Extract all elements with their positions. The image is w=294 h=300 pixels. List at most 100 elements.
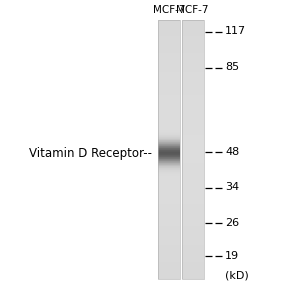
Bar — [158, 58, 180, 59]
Bar — [158, 185, 180, 186]
Bar — [158, 121, 180, 122]
Bar — [158, 102, 180, 103]
Bar — [158, 146, 180, 147]
Bar — [182, 147, 203, 148]
Bar — [182, 228, 203, 229]
Bar — [182, 165, 203, 166]
Bar — [182, 50, 203, 51]
Bar — [182, 151, 203, 152]
Bar — [182, 124, 203, 125]
Bar — [182, 192, 203, 193]
Bar — [182, 134, 203, 135]
Bar — [158, 208, 180, 209]
Bar — [182, 212, 203, 213]
Bar — [182, 274, 203, 275]
Bar — [182, 90, 203, 91]
Bar — [182, 83, 203, 84]
Bar — [158, 152, 180, 153]
Bar — [182, 161, 203, 162]
Bar — [158, 226, 180, 227]
Bar — [182, 251, 203, 252]
Bar — [158, 32, 180, 33]
Bar — [158, 25, 180, 26]
Bar — [182, 123, 203, 124]
Bar — [158, 219, 180, 220]
Bar — [182, 174, 203, 175]
Bar — [182, 49, 203, 50]
Bar — [158, 51, 180, 52]
Bar — [158, 155, 180, 156]
Bar — [158, 203, 180, 204]
Bar — [158, 71, 180, 72]
Bar — [182, 270, 203, 271]
Bar — [182, 33, 203, 34]
Bar — [182, 46, 203, 47]
Bar — [158, 211, 180, 212]
Bar — [182, 258, 203, 259]
Bar — [158, 132, 180, 133]
Bar — [182, 216, 203, 217]
Bar — [182, 114, 203, 115]
Text: (kD): (kD) — [225, 270, 249, 280]
Bar — [158, 167, 180, 168]
Bar — [158, 227, 180, 228]
Bar — [182, 67, 203, 68]
Bar — [158, 165, 180, 166]
Bar — [158, 82, 180, 83]
Bar — [158, 193, 180, 194]
Bar — [182, 263, 203, 264]
Bar — [158, 186, 180, 187]
Text: Vitamin D Receptor--: Vitamin D Receptor-- — [29, 146, 152, 160]
Bar — [158, 259, 180, 260]
Bar — [182, 56, 203, 57]
Text: 19: 19 — [225, 250, 239, 261]
Bar — [182, 213, 203, 214]
Bar — [158, 194, 180, 195]
Bar — [182, 262, 203, 263]
Bar — [158, 103, 180, 104]
Bar — [158, 34, 180, 35]
Bar — [158, 162, 180, 163]
Bar — [182, 121, 203, 122]
Bar — [158, 118, 180, 119]
Bar — [182, 28, 203, 29]
Bar — [182, 143, 203, 144]
Bar — [182, 218, 203, 219]
Bar — [158, 260, 180, 261]
Bar — [182, 234, 203, 235]
Bar — [182, 240, 203, 241]
Bar — [158, 247, 180, 248]
Bar — [158, 107, 180, 108]
Bar — [158, 170, 180, 171]
Bar — [182, 108, 203, 109]
Bar — [158, 117, 180, 118]
Bar — [182, 221, 203, 222]
Bar — [158, 100, 180, 101]
Bar — [158, 158, 180, 159]
Text: 34: 34 — [225, 182, 239, 193]
Bar — [182, 164, 203, 165]
Bar — [182, 72, 203, 73]
Bar — [158, 249, 180, 250]
Bar — [158, 256, 180, 257]
Bar — [182, 59, 203, 60]
Bar — [158, 131, 180, 132]
Bar — [182, 186, 203, 187]
Bar — [158, 238, 180, 239]
Bar — [182, 122, 203, 123]
Bar — [158, 228, 180, 229]
Bar — [158, 197, 180, 198]
Bar — [182, 232, 203, 233]
Bar — [182, 110, 203, 111]
Bar — [182, 242, 203, 243]
Bar — [182, 176, 203, 177]
Bar — [182, 120, 203, 121]
Bar — [158, 84, 180, 85]
Bar — [158, 22, 180, 23]
Bar — [158, 180, 180, 181]
Bar — [158, 126, 180, 127]
Bar — [158, 196, 180, 197]
Bar — [182, 70, 203, 71]
Bar — [158, 113, 180, 114]
Bar — [158, 30, 180, 31]
